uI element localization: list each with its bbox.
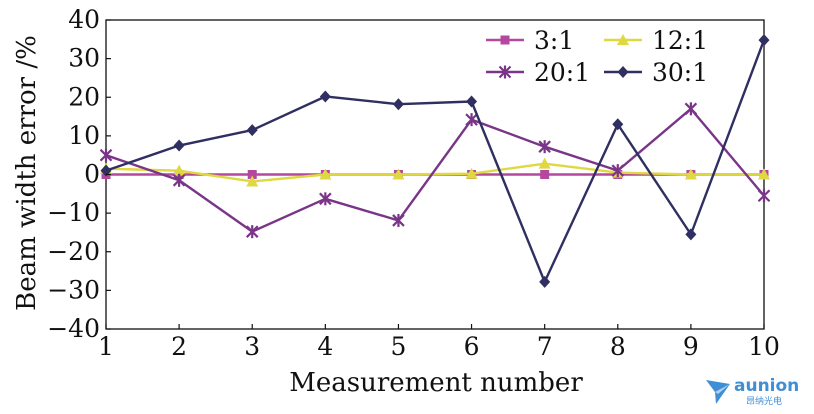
legend-marker: [500, 35, 510, 45]
series-20-1: [99, 102, 771, 239]
data-point: [319, 168, 332, 180]
x-tick-label: 6: [464, 332, 480, 361]
y-axis-title: Beam width error /%: [12, 35, 42, 311]
data-point: [392, 213, 405, 227]
series-line: [105, 107, 765, 233]
series-line: [105, 39, 766, 284]
data-point: [172, 173, 186, 187]
data-point: [100, 164, 112, 177]
data-point: [540, 170, 550, 179]
x-axis-title: Measurement number: [289, 368, 583, 398]
x-tick-label: 7: [537, 332, 553, 361]
x-tick-label: 5: [390, 332, 406, 361]
data-point: [466, 95, 478, 108]
data-point: [465, 113, 478, 127]
data-point: [247, 170, 257, 179]
x-tick-label: 8: [610, 332, 626, 361]
data-point: [246, 175, 259, 187]
data-point: [684, 168, 697, 180]
legend-label: 30:1: [652, 58, 708, 87]
legend-item: 20:1: [486, 58, 590, 87]
y-tick-label: −20: [47, 237, 100, 266]
legend-item: 12:1: [604, 26, 708, 55]
data-point: [392, 168, 405, 180]
data-point: [612, 118, 624, 131]
y-tick-label: −40: [47, 314, 100, 343]
data-point: [392, 98, 404, 111]
legend-label: 3:1: [534, 26, 574, 55]
y-tick-label: 10: [68, 121, 100, 150]
x-tick-label: 2: [171, 332, 187, 361]
x-tick-label: 3: [244, 332, 260, 361]
watermark-logo: aunion 昂纳光电: [706, 376, 799, 407]
x-tick-label: 4: [317, 332, 333, 361]
data-point: [539, 275, 551, 288]
legend-label: 20:1: [534, 58, 590, 87]
y-tick-label: 30: [68, 44, 100, 73]
data-point: [611, 164, 625, 178]
data-point: [538, 140, 551, 154]
data-point: [245, 225, 259, 239]
legend-marker: [498, 65, 512, 79]
data-point: [685, 228, 697, 241]
y-tick-label: −10: [47, 198, 100, 227]
legend-label: 12:1: [652, 26, 708, 55]
series-layer: [99, 34, 771, 288]
y-tick-label: 0: [84, 160, 100, 189]
watermark-text: aunion: [734, 376, 799, 396]
data-point: [758, 168, 770, 180]
data-point: [758, 34, 770, 47]
data-point: [684, 102, 698, 116]
y-tick-label: 40: [68, 5, 100, 34]
data-point: [538, 157, 551, 169]
y-tick-label: −30: [47, 275, 100, 304]
data-point: [173, 139, 185, 152]
legend: 3:1 12:1 20:1 30:1: [486, 26, 708, 87]
legend-item: 30:1: [604, 58, 708, 87]
x-tick-label: 9: [683, 332, 699, 361]
x-tick-label: 1: [98, 332, 114, 361]
legend-marker: [617, 66, 629, 78]
data-point: [99, 148, 113, 162]
data-point: [246, 124, 258, 137]
legend-item: 3:1: [486, 26, 574, 55]
legend-marker: [617, 34, 629, 45]
data-point: [757, 189, 771, 203]
y-tick-label: 20: [68, 82, 100, 111]
x-tick-label: 10: [748, 332, 780, 361]
y-ticks: 40 30 20 10 0 −10 −20 −30 −40: [47, 5, 111, 343]
data-point: [173, 164, 186, 176]
data-point: [465, 167, 478, 179]
watermark-subtext: 昂纳光电: [746, 395, 782, 407]
paper-plane-fold: [715, 384, 730, 394]
data-point: [319, 192, 332, 206]
series-30-1: [100, 34, 770, 288]
data-point: [319, 90, 331, 103]
x-ticks: 1 2 3 4 5 6 7 8 9 10: [98, 324, 780, 361]
series-line: [105, 162, 764, 183]
